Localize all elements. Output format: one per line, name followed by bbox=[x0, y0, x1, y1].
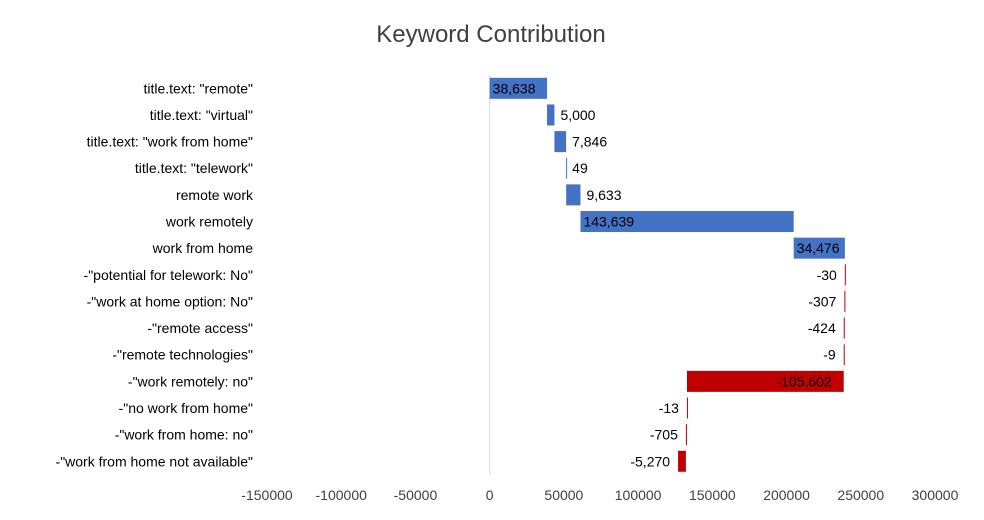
data-label: -424 bbox=[808, 320, 836, 336]
bar bbox=[489, 77, 548, 99]
x-tick-label: 0 bbox=[486, 487, 494, 503]
data-label: 34,476 bbox=[797, 240, 840, 256]
x-tick-label: -150000 bbox=[241, 487, 293, 503]
x-tick-label: 50000 bbox=[544, 487, 583, 503]
data-label: 38,638 bbox=[493, 80, 536, 96]
data-label: 143,639 bbox=[583, 214, 634, 230]
bar bbox=[686, 370, 844, 392]
chart-title: Keyword Contribution bbox=[376, 21, 605, 48]
category-labels: title.text: "remote" title.text: "virtual… bbox=[56, 80, 254, 469]
data-label: -105,602 bbox=[776, 373, 831, 389]
category-label: -"remote access" bbox=[147, 320, 253, 336]
bar bbox=[844, 264, 846, 286]
data-label: -30 bbox=[817, 267, 837, 283]
data-label: -13 bbox=[659, 400, 679, 416]
data-label: 5,000 bbox=[560, 107, 595, 123]
x-tick-label: -100000 bbox=[316, 487, 368, 503]
category-label: -"work from home not available" bbox=[56, 453, 253, 469]
data-label: -5,270 bbox=[630, 453, 670, 469]
x-tick-label: 200000 bbox=[763, 487, 810, 503]
data-label: 7,846 bbox=[572, 134, 607, 150]
data-labels: 38,638 5,000 7,846 49 9,633 143,639 34,476 -30 -… bbox=[493, 80, 840, 469]
bar bbox=[566, 184, 581, 206]
category-label: -"remote technologies" bbox=[112, 347, 253, 363]
x-axis-ticks: -150000 -100000 -50000 0 50000 100000 150000 20… bbox=[241, 487, 958, 503]
category-label: -"work at home option: No" bbox=[87, 293, 253, 309]
data-label: -705 bbox=[650, 427, 678, 443]
bar bbox=[566, 157, 568, 179]
category-label: -"no work from home" bbox=[119, 400, 253, 416]
category-label: remote work bbox=[176, 187, 254, 203]
bar bbox=[547, 104, 555, 126]
category-label: -"work from home: no" bbox=[115, 427, 253, 443]
data-label: 9,633 bbox=[586, 187, 621, 203]
category-label: title.text: "telework" bbox=[135, 160, 253, 176]
category-label: title.text: "virtual" bbox=[150, 107, 253, 123]
category-label: work from home bbox=[152, 240, 254, 256]
bars bbox=[489, 77, 846, 472]
bar bbox=[678, 450, 686, 472]
category-label: work remotely bbox=[165, 214, 253, 230]
x-tick-label: 100000 bbox=[615, 487, 662, 503]
category-label: -"work remotely: no" bbox=[128, 373, 253, 389]
bar bbox=[793, 237, 845, 259]
category-label: -"potential for telework: No" bbox=[84, 267, 253, 283]
category-label: title.text: "remote" bbox=[143, 80, 253, 96]
x-tick-label: 150000 bbox=[689, 487, 736, 503]
category-label: title.text: "work from home" bbox=[87, 134, 253, 150]
bar bbox=[843, 317, 845, 339]
bar bbox=[843, 344, 845, 366]
x-tick-label: -50000 bbox=[394, 487, 438, 503]
bar bbox=[554, 131, 567, 153]
data-label: -307 bbox=[808, 293, 836, 309]
x-tick-label: 250000 bbox=[837, 487, 884, 503]
data-label: -9 bbox=[823, 347, 836, 363]
bar bbox=[685, 424, 687, 446]
bar bbox=[686, 397, 688, 419]
bar bbox=[844, 290, 846, 312]
data-label: 49 bbox=[572, 160, 588, 176]
bar bbox=[580, 211, 794, 233]
x-tick-label: 300000 bbox=[912, 487, 959, 503]
